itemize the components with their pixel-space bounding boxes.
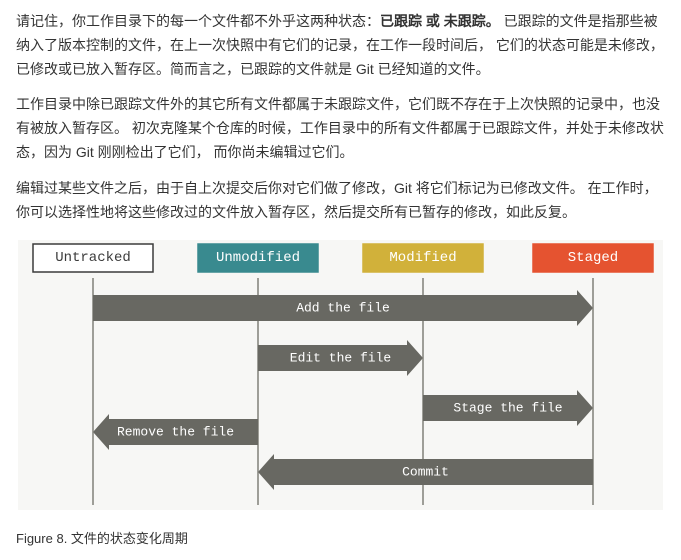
p1-bold: 已跟踪 或 未跟踪。 <box>380 13 500 29</box>
svg-text:Commit: Commit <box>402 465 449 480</box>
svg-text:Staged: Staged <box>568 250 618 266</box>
paragraph-3: 编辑过某些文件之后，由于自上次提交后你对它们做了修改，Git 将它们标记为已修改… <box>16 177 665 225</box>
svg-text:Add the file: Add the file <box>296 301 390 316</box>
lifecycle-diagram: Untracked Unmodified Modified Staged Add the… <box>16 240 665 510</box>
svg-text:Stage the file: Stage the file <box>453 401 562 416</box>
paragraph-2: 工作目录中除已跟踪文件外的其它所有文件都属于未跟踪文件，它们既不存在于上次快照的… <box>16 93 665 164</box>
svg-text:Untracked: Untracked <box>55 250 131 266</box>
svg-text:Edit the file: Edit the file <box>290 351 391 366</box>
svg-text:Unmodified: Unmodified <box>216 250 300 266</box>
figure-caption: Figure 8. 文件的状态变化周期 <box>16 528 665 550</box>
svg-text:Modified: Modified <box>389 250 456 266</box>
paragraph-1: 请记住，你工作目录下的每一个文件都不外乎这两种状态：已跟踪 或 未跟踪。 已跟踪… <box>16 10 665 81</box>
p1-text-a: 请记住，你工作目录下的每一个文件都不外乎这两种状态： <box>16 13 380 29</box>
svg-text:Remove the file: Remove the file <box>117 425 234 440</box>
